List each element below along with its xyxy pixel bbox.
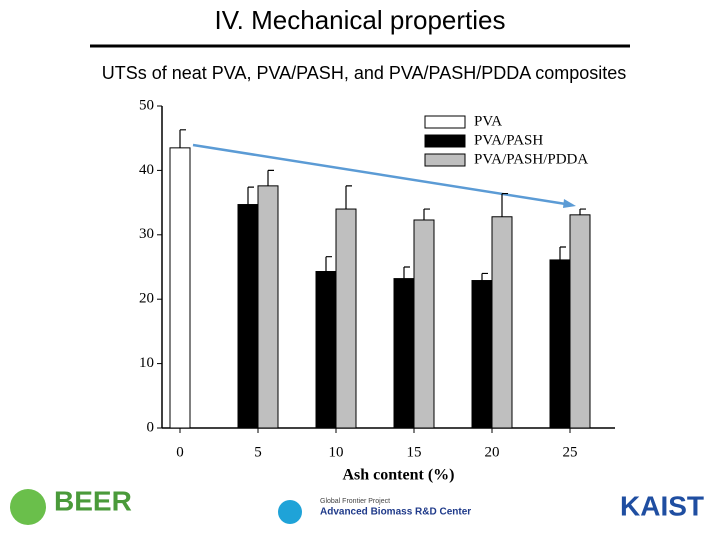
logo-text: BEER: [54, 485, 132, 516]
arrow-head: [563, 199, 576, 208]
x-tick-label: 15: [407, 444, 422, 460]
error-bar: [267, 169, 274, 186]
error-bar: [325, 256, 332, 272]
error-bar: [179, 129, 186, 148]
logo-text: Global Frontier Project: [320, 498, 390, 505]
error-bar: [403, 266, 410, 279]
bar: [393, 278, 415, 429]
x-tick-label: 0: [176, 444, 184, 460]
logo-beer: BEER: [10, 485, 132, 525]
y-tick-label: 10: [139, 355, 154, 371]
x-tick-label: 25: [563, 444, 578, 460]
slide-title: IV. Mechanical properties: [215, 5, 506, 35]
x-axis-label: Ash content (%): [343, 467, 455, 484]
legend-swatch: [424, 134, 466, 148]
bar: [413, 219, 435, 429]
bar: [569, 214, 591, 429]
bar: [549, 259, 571, 429]
error-bar: [247, 186, 254, 205]
error-bar: [559, 246, 566, 260]
logo-icon: [10, 489, 46, 525]
legend-label: PVA/PASH/PDDA: [474, 151, 588, 167]
y-tick-label: 30: [139, 226, 154, 242]
bar: [315, 271, 337, 429]
error-bar: [345, 185, 352, 210]
bar: [257, 185, 279, 429]
legend-swatch: [424, 153, 466, 167]
bar: [491, 216, 513, 429]
y-tick-label: 20: [139, 291, 154, 307]
bar: [169, 147, 191, 429]
error-bar: [481, 272, 488, 281]
y-tick-label: 40: [139, 162, 154, 178]
error-bar: [501, 192, 508, 217]
bar: [237, 204, 259, 429]
x-tick-label: 20: [485, 444, 500, 460]
legend-label: PVA/PASH: [474, 132, 543, 148]
legend-label: PVA: [474, 113, 502, 129]
bar: [335, 208, 357, 429]
error-bar: [579, 208, 586, 215]
trend-arrow: [192, 143, 573, 207]
x-tick-label: 10: [329, 444, 344, 460]
logo-text: Advanced Biomass R&D Center: [320, 507, 471, 518]
error-bar: [423, 208, 430, 220]
slide-subtitle: UTSs of neat PVA, PVA/PASH, and PVA/PASH…: [102, 63, 627, 83]
bar: [471, 280, 493, 429]
y-tick-label: 0: [147, 419, 155, 435]
logo-icon: [278, 500, 302, 524]
y-tick-label: 50: [139, 97, 154, 113]
x-tick-label: 5: [254, 444, 262, 460]
logo-kaist: KAIST: [620, 490, 704, 521]
legend-swatch: [424, 115, 466, 129]
logo-biomass: Global Frontier Project Advanced Biomass…: [278, 498, 471, 524]
